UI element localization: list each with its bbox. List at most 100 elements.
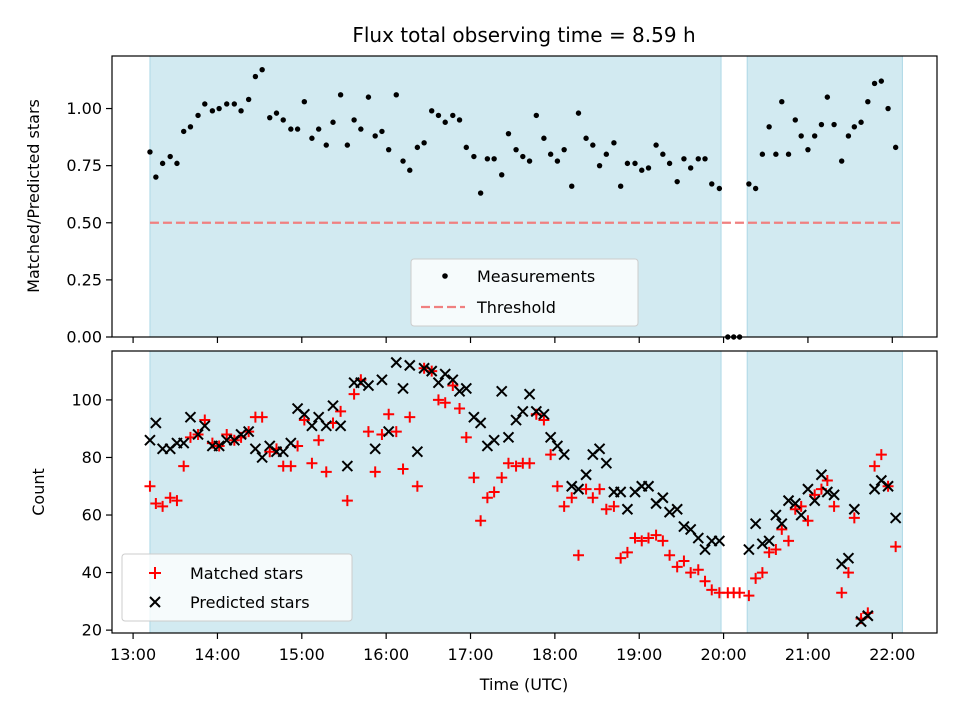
measurement-point — [513, 146, 519, 153]
matched-star-point — [828, 500, 840, 512]
matched-star-point — [383, 408, 395, 420]
predicted-star-point — [150, 417, 162, 429]
measurement-point — [831, 121, 837, 128]
measurement-point — [174, 160, 180, 167]
predicted-star-point — [743, 543, 755, 556]
matched-star-point — [404, 411, 416, 423]
predicted-star-point — [184, 411, 197, 423]
measurement-point — [865, 98, 871, 105]
matched-star-point — [615, 552, 627, 564]
matched-star-point — [802, 515, 814, 527]
predicted-star-point — [298, 408, 311, 421]
matched-star-point — [411, 480, 423, 492]
matched-star-point — [150, 498, 162, 510]
predicted-star-point — [614, 486, 627, 498]
matched-star-point — [551, 480, 563, 492]
measurement-point — [499, 172, 505, 178]
matched-star-point — [848, 512, 860, 524]
matched-star-point — [836, 587, 848, 599]
predicted-star-point — [192, 428, 204, 441]
predicted-star-point — [551, 440, 564, 452]
predicted-star-point — [566, 480, 578, 492]
matched-star-point — [306, 457, 318, 469]
measurement-point — [435, 112, 442, 119]
measurement-point — [575, 110, 582, 116]
measurement-point — [421, 140, 427, 146]
top-x-ticks — [132, 337, 893, 343]
predicted-star-point — [418, 362, 430, 374]
predicted-star-point — [285, 437, 297, 449]
observing-window-2 — [746, 350, 903, 634]
predicted-star-point — [447, 374, 459, 386]
measurement-point — [824, 94, 831, 100]
matched-star-point — [164, 492, 176, 504]
measurement-point — [344, 142, 351, 148]
predicted-star-point — [235, 428, 247, 441]
measurement-point — [554, 158, 561, 164]
matched-star-point — [439, 397, 451, 409]
measurement-point — [323, 142, 329, 148]
measurement-point — [674, 178, 680, 185]
measurement-point — [590, 142, 596, 148]
measurement-point — [147, 149, 153, 155]
predicted-star-point — [713, 535, 726, 547]
predicted-star-point — [749, 517, 762, 530]
predicted-star-point — [776, 517, 788, 530]
measurement-point — [639, 167, 645, 173]
measurement-point — [372, 133, 378, 139]
predicted-star-point — [144, 434, 156, 446]
measurement-point — [526, 158, 533, 164]
predicted-star-point — [460, 382, 473, 395]
measurement-point — [414, 144, 421, 151]
matched-star-point — [481, 492, 493, 504]
matched-star-point — [256, 411, 268, 423]
predicted-star-point — [782, 494, 795, 507]
predicted-star-point — [213, 440, 225, 452]
matched-star-point — [298, 414, 310, 426]
predicted-star-point — [580, 469, 592, 481]
matched-star-point — [502, 457, 514, 469]
predicted-star-point — [538, 408, 550, 421]
matched-star-point — [750, 572, 762, 584]
predicted-star-point — [249, 443, 262, 455]
bottom-observing-windows — [149, 350, 903, 634]
predicted-star-point — [341, 460, 354, 472]
matched-star-point — [580, 483, 592, 495]
measurement-point — [267, 114, 273, 121]
measurement-point — [596, 162, 603, 169]
measurement-point — [484, 156, 491, 162]
measurement-point — [471, 153, 477, 160]
measurement-point — [645, 165, 652, 171]
matched-star-point — [510, 460, 522, 472]
predicted-star-point — [699, 543, 711, 556]
measurement-point — [209, 108, 216, 114]
predicted-star-point — [334, 420, 347, 432]
predicted-star-point — [306, 420, 318, 432]
legend-predicted-marker — [149, 596, 161, 608]
observing-window-2 — [746, 55, 903, 338]
predicted-star-point — [426, 365, 438, 377]
measurement-point — [818, 121, 825, 128]
predicted-star-point — [355, 376, 367, 389]
measurement-point — [687, 165, 694, 171]
x-tick-label: 22:00 — [869, 645, 915, 664]
measurement-point — [195, 112, 201, 119]
top-y-tick-label: 0.25 — [66, 270, 102, 289]
measurement-point — [400, 158, 406, 164]
measurement-point — [181, 128, 187, 135]
predicted-star-point — [657, 492, 669, 504]
matched-star-point — [468, 472, 480, 484]
x-tick-label: 17:00 — [447, 645, 493, 664]
top-y-tick-label: 0.75 — [66, 156, 102, 175]
predicted-star-point — [802, 483, 814, 495]
measurement-point — [505, 130, 512, 137]
matched-star-point — [313, 434, 325, 446]
bottom-y-tick-label: 100 — [71, 390, 102, 409]
predicted-star-point — [572, 483, 585, 495]
predicted-star-point — [404, 359, 416, 372]
bottom-y-axis-label: Count — [29, 468, 48, 516]
measurement-point — [632, 160, 638, 167]
measurement-point — [716, 185, 723, 192]
matched-star-point — [157, 500, 169, 512]
measurement-point — [429, 108, 435, 114]
